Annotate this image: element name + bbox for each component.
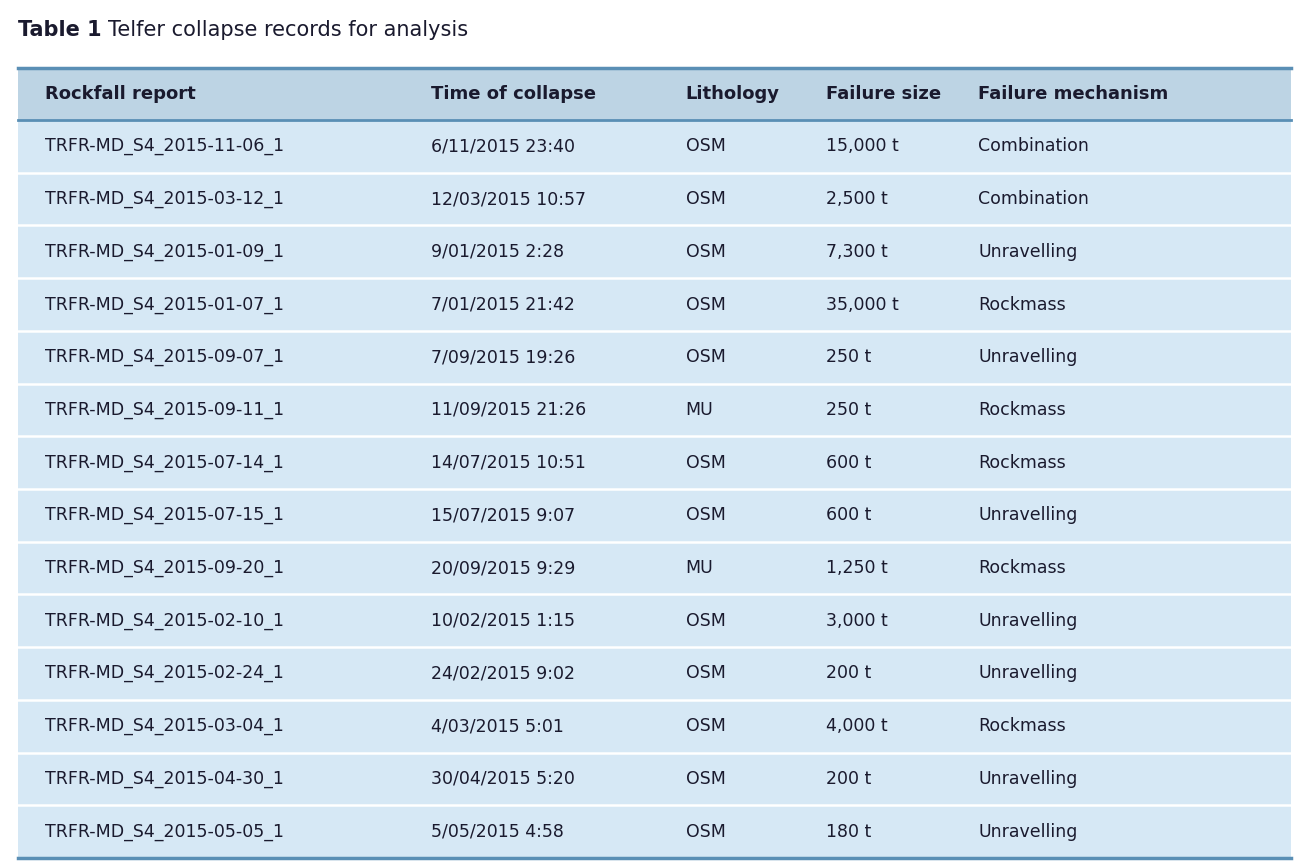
Text: 600 t: 600 t [826, 506, 870, 524]
Bar [18, 806, 1291, 858]
Text: 24/02/2015 9:02: 24/02/2015 9:02 [431, 665, 575, 682]
Text: TRFR-MD_S4_2015-05-05_1: TRFR-MD_S4_2015-05-05_1 [46, 823, 284, 840]
Text: OSM: OSM [686, 770, 725, 788]
Bar [18, 120, 1291, 173]
Text: 15/07/2015 9:07: 15/07/2015 9:07 [431, 506, 575, 524]
Text: TRFR-MD_S4_2015-04-30_1: TRFR-MD_S4_2015-04-30_1 [46, 770, 284, 788]
Bar [18, 648, 1291, 700]
Text: OSM: OSM [686, 612, 725, 630]
Text: TRFR-MD_S4_2015-07-14_1: TRFR-MD_S4_2015-07-14_1 [46, 454, 284, 471]
Text: Unravelling: Unravelling [978, 506, 1077, 524]
Text: TRFR-MD_S4_2015-03-04_1: TRFR-MD_S4_2015-03-04_1 [46, 717, 284, 735]
Bar [18, 173, 1291, 226]
Text: OSM: OSM [686, 190, 725, 208]
Text: 12/03/2015 10:57: 12/03/2015 10:57 [431, 190, 586, 208]
Text: Telfer collapse records for analysis: Telfer collapse records for analysis [109, 20, 469, 40]
Text: Rockmass: Rockmass [978, 454, 1066, 471]
Text: OSM: OSM [686, 243, 725, 260]
Text: 250 t: 250 t [826, 348, 870, 366]
Text: TRFR-MD_S4_2015-11-06_1: TRFR-MD_S4_2015-11-06_1 [46, 137, 284, 155]
Text: Rockmass: Rockmass [978, 401, 1066, 419]
Text: Unravelling: Unravelling [978, 665, 1077, 682]
Text: OSM: OSM [686, 823, 725, 840]
Text: OSM: OSM [686, 348, 725, 366]
Text: 6/11/2015 23:40: 6/11/2015 23:40 [431, 137, 575, 155]
Text: 4,000 t: 4,000 t [826, 717, 888, 735]
Text: 4/03/2015 5:01: 4/03/2015 5:01 [431, 717, 564, 735]
Text: 7/01/2015 21:42: 7/01/2015 21:42 [431, 295, 575, 313]
Text: Unravelling: Unravelling [978, 770, 1077, 788]
Bar [18, 542, 1291, 595]
Text: MU: MU [686, 559, 713, 577]
Bar [18, 331, 1291, 384]
Text: TRFR-MD_S4_2015-02-10_1: TRFR-MD_S4_2015-02-10_1 [46, 612, 284, 630]
Text: 30/04/2015 5:20: 30/04/2015 5:20 [431, 770, 575, 788]
Text: TRFR-MD_S4_2015-09-07_1: TRFR-MD_S4_2015-09-07_1 [46, 348, 284, 366]
Text: TRFR-MD_S4_2015-01-07_1: TRFR-MD_S4_2015-01-07_1 [46, 295, 284, 313]
Text: 250 t: 250 t [826, 401, 870, 419]
Bar [18, 437, 1291, 489]
Text: 5/05/2015 4:58: 5/05/2015 4:58 [431, 823, 564, 840]
Text: 10/02/2015 1:15: 10/02/2015 1:15 [431, 612, 575, 630]
Text: 7,300 t: 7,300 t [826, 243, 888, 260]
Text: MU: MU [686, 401, 713, 419]
Text: 7/09/2015 19:26: 7/09/2015 19:26 [431, 348, 576, 366]
Text: OSM: OSM [686, 506, 725, 524]
Text: OSM: OSM [686, 137, 725, 155]
Text: Rockmass: Rockmass [978, 295, 1066, 313]
Text: 200 t: 200 t [826, 665, 870, 682]
Text: 180 t: 180 t [826, 823, 870, 840]
Bar [18, 753, 1291, 806]
Text: Unravelling: Unravelling [978, 243, 1077, 260]
Text: Lithology: Lithology [686, 85, 780, 103]
Text: Rockmass: Rockmass [978, 559, 1066, 577]
Text: 1,250 t: 1,250 t [826, 559, 888, 577]
Text: Time of collapse: Time of collapse [431, 85, 596, 103]
Text: TRFR-MD_S4_2015-07-15_1: TRFR-MD_S4_2015-07-15_1 [46, 506, 284, 524]
Text: TRFR-MD_S4_2015-01-09_1: TRFR-MD_S4_2015-01-09_1 [46, 243, 284, 260]
Text: Failure mechanism: Failure mechanism [978, 85, 1169, 103]
Text: 11/09/2015 21:26: 11/09/2015 21:26 [431, 401, 586, 419]
Text: Combination: Combination [978, 190, 1089, 208]
Bar [18, 68, 1291, 120]
Text: 200 t: 200 t [826, 770, 870, 788]
Bar [18, 595, 1291, 648]
Text: TRFR-MD_S4_2015-03-12_1: TRFR-MD_S4_2015-03-12_1 [46, 190, 284, 208]
Text: OSM: OSM [686, 454, 725, 471]
Text: OSM: OSM [686, 717, 725, 735]
Text: Unravelling: Unravelling [978, 823, 1077, 840]
Text: OSM: OSM [686, 295, 725, 313]
Bar [18, 489, 1291, 542]
Text: TRFR-MD_S4_2015-09-11_1: TRFR-MD_S4_2015-09-11_1 [46, 401, 284, 419]
Text: 3,000 t: 3,000 t [826, 612, 888, 630]
Text: Failure size: Failure size [826, 85, 941, 103]
Text: Rockfall report: Rockfall report [46, 85, 196, 103]
Text: 14/07/2015 10:51: 14/07/2015 10:51 [431, 454, 586, 471]
Text: 15,000 t: 15,000 t [826, 137, 898, 155]
Bar [18, 384, 1291, 437]
Text: 20/09/2015 9:29: 20/09/2015 9:29 [431, 559, 576, 577]
Text: 2,500 t: 2,500 t [826, 190, 888, 208]
Text: Table 1: Table 1 [18, 20, 102, 40]
Text: Combination: Combination [978, 137, 1089, 155]
Bar [18, 226, 1291, 278]
Text: 9/01/2015 2:28: 9/01/2015 2:28 [431, 243, 564, 260]
Text: Rockmass: Rockmass [978, 717, 1066, 735]
Text: 35,000 t: 35,000 t [826, 295, 898, 313]
Text: Unravelling: Unravelling [978, 612, 1077, 630]
Bar [18, 700, 1291, 753]
Text: OSM: OSM [686, 665, 725, 682]
Text: TRFR-MD_S4_2015-02-24_1: TRFR-MD_S4_2015-02-24_1 [46, 665, 284, 682]
Text: 600 t: 600 t [826, 454, 870, 471]
Text: TRFR-MD_S4_2015-09-20_1: TRFR-MD_S4_2015-09-20_1 [46, 559, 284, 577]
Bar [18, 278, 1291, 331]
Text: Unravelling: Unravelling [978, 348, 1077, 366]
